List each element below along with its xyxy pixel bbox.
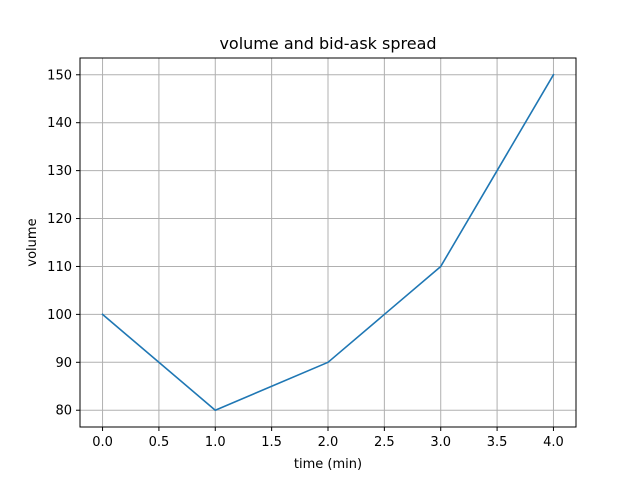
x-tick-label: 1.5 <box>261 435 282 450</box>
y-tick-label: 80 <box>55 404 72 419</box>
x-tick-label: 1.0 <box>205 435 226 450</box>
y-tick-label: 110 <box>47 260 72 275</box>
series-layer <box>101 73 555 412</box>
x-tick-label: 3.0 <box>430 435 451 450</box>
x-axis-label: time (min) <box>294 457 362 472</box>
y-tick-label: 140 <box>47 116 72 131</box>
y-tick-label: 150 <box>47 68 72 83</box>
x-tick-label: 2.0 <box>318 435 339 450</box>
x-tick-label: 3.5 <box>487 435 508 450</box>
y-tick-label: 130 <box>47 164 72 179</box>
x-tick-label: 0.5 <box>149 435 170 450</box>
y-tick-label: 100 <box>47 308 72 323</box>
x-tick-label: 4.0 <box>543 435 564 450</box>
grid <box>80 58 576 427</box>
x-axis-ticks: 0.0 0.5 1.0 1.5 2.0 2.5 3.0 3.5 4.0 <box>92 427 564 450</box>
x-tick-label: 2.5 <box>374 435 395 450</box>
chart-title: volume and bid-ask spread <box>219 34 436 53</box>
series-line-0 <box>101 73 555 412</box>
y-axis-label: volume <box>25 218 40 266</box>
x-tick-label: 0.0 <box>92 435 113 450</box>
y-tick-label: 90 <box>55 356 72 371</box>
y-tick-label: 120 <box>47 212 72 227</box>
y-axis-ticks: 80 90 100 110 120 130 140 150 <box>47 68 80 419</box>
